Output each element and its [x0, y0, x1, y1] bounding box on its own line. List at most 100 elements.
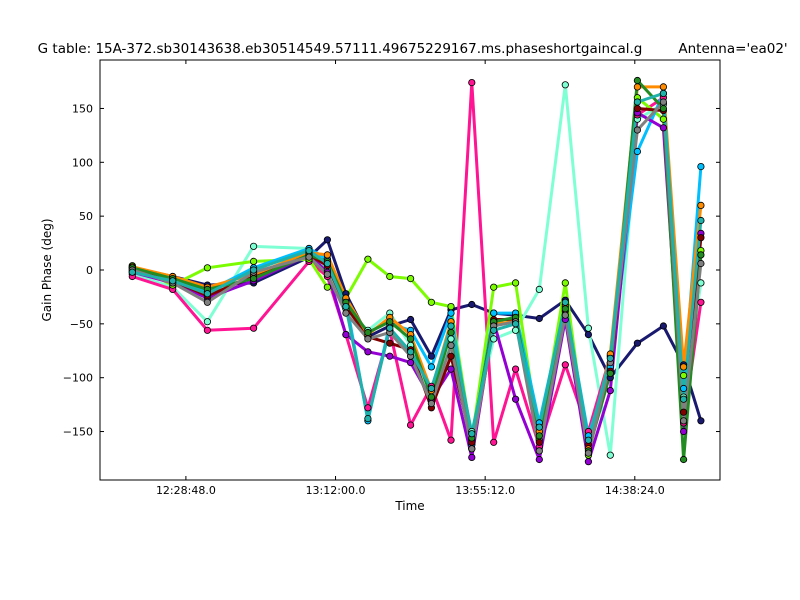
- data-point: [342, 302, 350, 311]
- data-point: [406, 348, 415, 356]
- data-point: [490, 438, 498, 446]
- data-point: [659, 104, 668, 113]
- data-point: [561, 81, 569, 89]
- data-point: [584, 324, 593, 332]
- data-point: [697, 251, 705, 259]
- data-point: [447, 302, 455, 311]
- x-tick-label: 14:38:24.0: [605, 484, 665, 497]
- data-point: [679, 371, 688, 380]
- data-point: [468, 300, 476, 309]
- data-point: [447, 352, 455, 360]
- data-point: [323, 270, 331, 278]
- data-point: [679, 408, 688, 416]
- data-point: [203, 318, 211, 326]
- data-point: [659, 98, 668, 106]
- data-point: [606, 354, 614, 362]
- y-axis-label: Gain Phase (deg): [40, 218, 54, 321]
- data-point: [535, 285, 543, 293]
- data-point: [697, 216, 705, 225]
- data-point: [364, 414, 372, 423]
- data-point: [633, 104, 642, 113]
- data-point: [250, 274, 258, 283]
- chart-subtitle: Antenna='ea02': [678, 41, 787, 57]
- data-point: [406, 421, 415, 429]
- data-point: [323, 236, 331, 244]
- data-point: [606, 369, 614, 377]
- data-point: [203, 298, 211, 306]
- data-point: [561, 361, 569, 369]
- data-point: [447, 309, 455, 317]
- data-point: [697, 279, 705, 287]
- data-point: [203, 290, 211, 298]
- y-tick-label: 0: [86, 264, 93, 277]
- y-tick-label: 50: [79, 210, 93, 223]
- data-point: [511, 326, 520, 334]
- data-point: [659, 83, 668, 91]
- data-point: [342, 330, 350, 339]
- data-point: [659, 124, 668, 132]
- data-point: [633, 83, 642, 91]
- data-point: [697, 298, 705, 306]
- data-point: [386, 339, 394, 347]
- data-point: [427, 363, 435, 371]
- x-tick-label: 13:12:00.0: [306, 484, 366, 497]
- y-tick-label: 150: [72, 102, 93, 115]
- data-point: [447, 436, 455, 444]
- data-point: [561, 311, 569, 319]
- data-point: [406, 335, 415, 343]
- data-point: [679, 363, 688, 371]
- data-point: [386, 318, 394, 326]
- data-point: [250, 257, 258, 265]
- data-point: [468, 445, 476, 453]
- data-point: [427, 384, 435, 393]
- data-point: [406, 358, 415, 367]
- data-point: [447, 322, 455, 330]
- data-point: [679, 427, 688, 436]
- data-point: [535, 447, 543, 455]
- data-point: [427, 352, 435, 360]
- data-point: [561, 279, 569, 287]
- data-point: [584, 330, 593, 339]
- data-point: [305, 253, 313, 261]
- data-point: [584, 458, 593, 466]
- data-point: [250, 266, 258, 274]
- data-point: [364, 255, 372, 263]
- data-point: [561, 305, 569, 313]
- data-point: [679, 417, 688, 425]
- data-point: [633, 126, 642, 134]
- data-point: [679, 384, 688, 393]
- data-point: [490, 283, 498, 291]
- data-point: [606, 451, 614, 459]
- x-tick-label: 12:28:48.0: [156, 484, 216, 497]
- data-point: [535, 438, 543, 446]
- data-point: [561, 298, 569, 306]
- data-point: [386, 324, 394, 332]
- data-point: [342, 309, 350, 317]
- data-point: [250, 324, 258, 332]
- data-point: [535, 432, 543, 440]
- data-point: [427, 393, 435, 401]
- data-point: [468, 453, 476, 461]
- data-point: [679, 455, 688, 464]
- data-point: [584, 436, 593, 444]
- data-point: [535, 423, 543, 431]
- data-point: [364, 328, 372, 337]
- data-point: [427, 298, 435, 306]
- data-point: [203, 326, 211, 334]
- data-point: [511, 279, 520, 287]
- data-point: [364, 348, 372, 356]
- data-point: [584, 449, 593, 457]
- data-point: [659, 89, 668, 98]
- data-point: [406, 315, 415, 324]
- data-point: [490, 309, 498, 317]
- data-point: [511, 365, 520, 373]
- data-point: [427, 399, 435, 408]
- data-point: [323, 283, 331, 291]
- data-point: [697, 417, 705, 425]
- chart-title: G table: 15A-372.sb30143638.eb30514549.5…: [38, 41, 643, 57]
- data-point: [697, 259, 705, 268]
- data-point: [323, 259, 331, 268]
- data-point: [659, 322, 668, 330]
- data-point: [659, 115, 668, 123]
- data-point: [633, 98, 642, 106]
